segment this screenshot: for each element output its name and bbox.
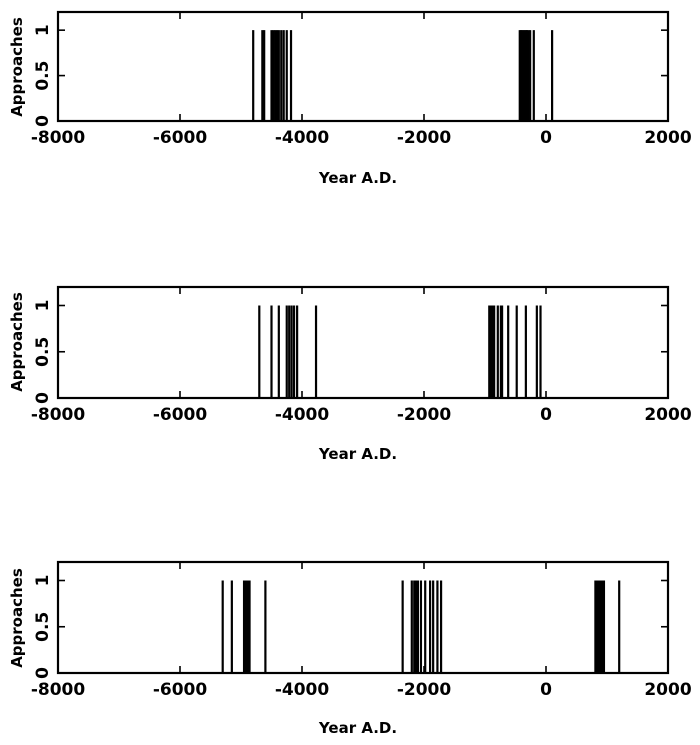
panel-1-y-tick-label: 0.5 — [33, 61, 53, 91]
panel-3-x-tick-label: -2000 — [397, 680, 452, 700]
panel-2-x-tick-label: -8000 — [31, 405, 86, 425]
panel-2-x-tick-label: 0 — [540, 405, 552, 425]
panel-2-y-tick-label: 1 — [33, 300, 53, 312]
panel-2-frame — [56, 285, 670, 400]
panel-2-y-tick-label: 0 — [33, 392, 53, 404]
panel-2-x-tick-label: 2000 — [644, 405, 691, 425]
panel-3-x-ticks: -8000 -6000 -4000 -2000 0 2000 — [31, 562, 692, 700]
panel-3: 00.51 -8000 -6000 -4000 -2000 0 2000 Year A.D… — [8, 560, 692, 737]
panel-2-y-axis-label: Approaches — [8, 292, 26, 392]
panel-3-x-tick-label: 2000 — [644, 680, 691, 700]
panel-2-bars — [258, 305, 542, 398]
panel-2: 00.51 -8000 -6000 -4000 -2000 0 2000 Year A.D… — [8, 285, 692, 463]
panel-1-y-axis-label: Approaches — [8, 17, 26, 117]
panel-3-y-tick-label: 0.5 — [33, 612, 53, 642]
panel-1-bars — [252, 30, 554, 121]
panel-2-x-tick-label: -6000 — [153, 405, 208, 425]
panel-3-x-axis-label: Year A.D. — [318, 719, 397, 737]
panel-1-y-ticks: 00.51 — [33, 24, 668, 127]
panel-3-x-tick-label: -6000 — [153, 680, 208, 700]
panel-3-x-tick-label: -8000 — [31, 680, 86, 700]
panel-1-x-tick-label: -4000 — [275, 128, 330, 148]
panel-3-frame — [56, 560, 670, 675]
panel-2-x-axis-label: Year A.D. — [318, 445, 397, 463]
panel-3-y-tick-label: 0 — [33, 667, 53, 679]
panel-2-y-ticks: 00.51 — [33, 300, 668, 404]
panel-1-x-axis-label: Year A.D. — [318, 169, 397, 187]
panel-1-x-tick-label: -2000 — [397, 128, 452, 148]
panel-1-x-tick-label: -6000 — [153, 128, 208, 148]
panel-3-x-tick-label: -4000 — [275, 680, 330, 700]
panel-2-x-tick-label: -2000 — [397, 405, 452, 425]
panel-1-x-tick-label: -8000 — [31, 128, 86, 148]
panel-1: 00.51 -8000 -6000 -4000 -2000 0 2000 Year A.D… — [8, 10, 692, 187]
panel-1-y-tick-label: 1 — [33, 24, 53, 36]
panel-3-y-tick-label: 1 — [33, 575, 53, 587]
panel-2-y-tick-label: 0.5 — [33, 337, 53, 367]
panel-1-frame — [56, 10, 670, 123]
panel-2-x-ticks: -8000 -6000 -4000 -2000 0 2000 — [31, 287, 692, 425]
panel-2-x-tick-label: -4000 — [275, 405, 330, 425]
panel-1-x-ticks: -8000 -6000 -4000 -2000 0 2000 — [31, 12, 692, 148]
panel-1-x-tick-label: 0 — [540, 128, 552, 148]
panel-3-x-tick-label: 0 — [540, 680, 552, 700]
panel-1-x-tick-label: 2000 — [644, 128, 691, 148]
panel-3-bars — [221, 580, 621, 673]
panel-3-y-axis-label: Approaches — [8, 568, 26, 668]
panel-3-y-ticks: 00.51 — [33, 575, 668, 679]
panel-1-y-tick-label: 0 — [33, 115, 53, 127]
